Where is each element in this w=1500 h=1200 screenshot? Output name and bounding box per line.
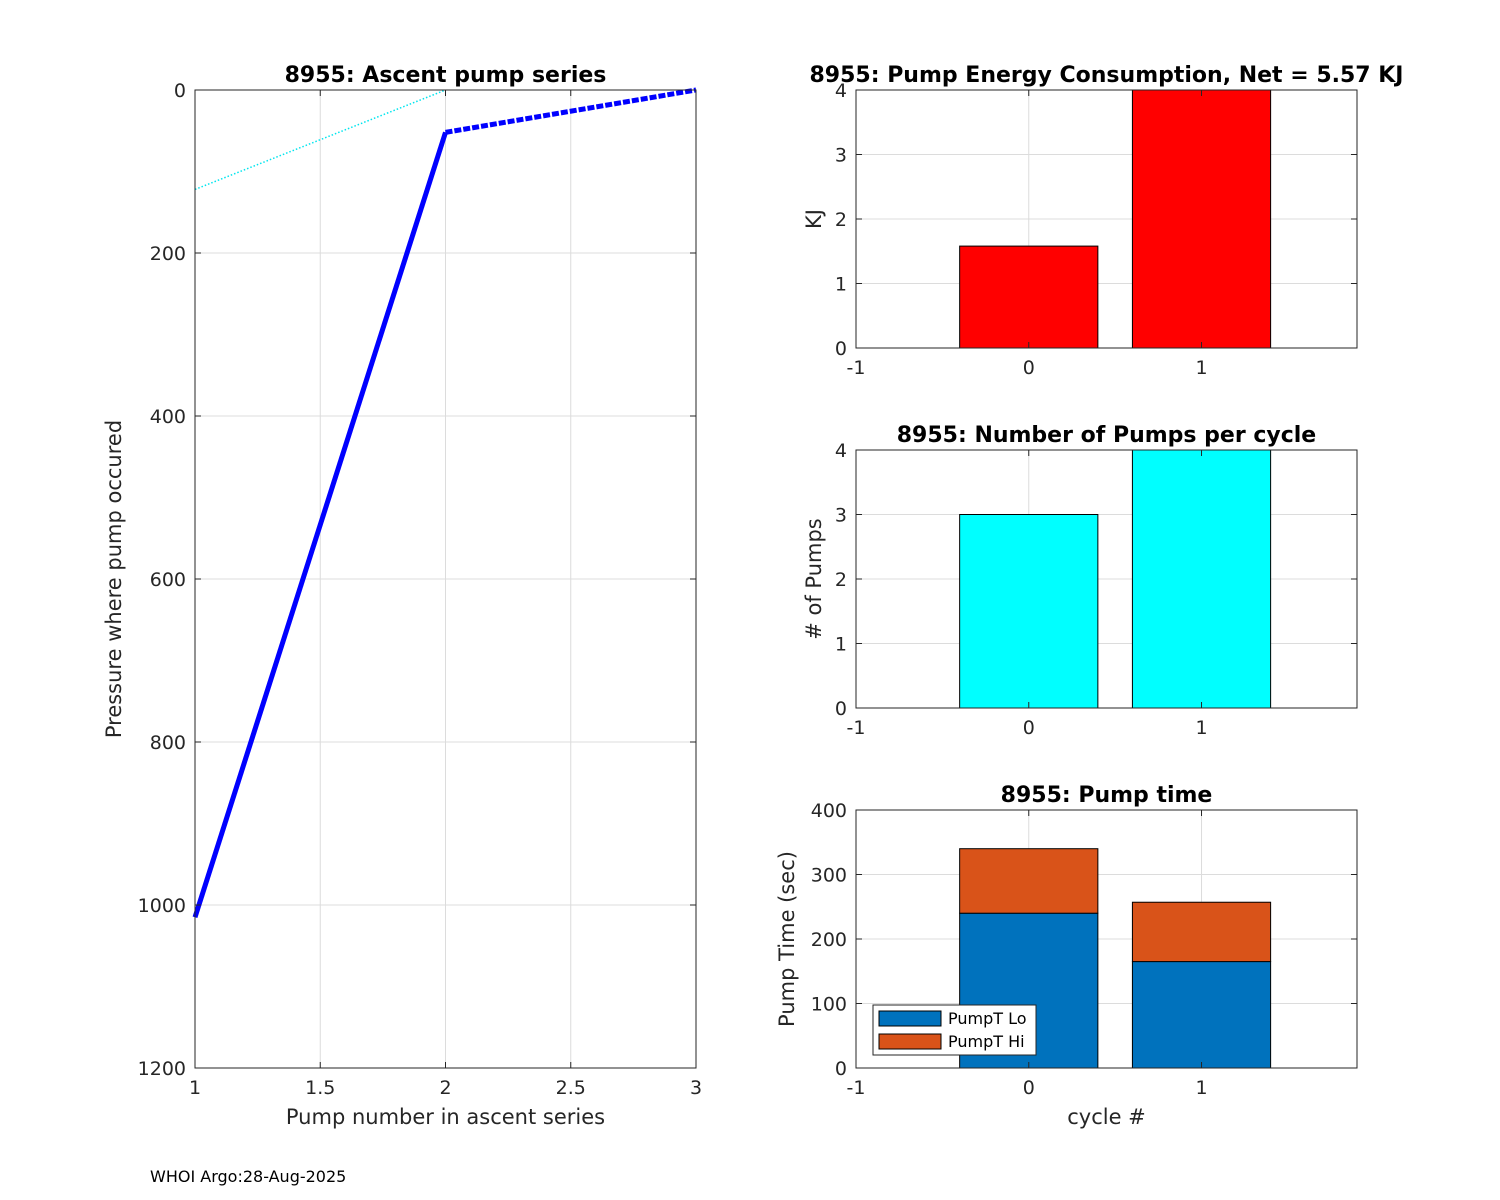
y-axis-label: Pressure where pump occured — [102, 420, 126, 738]
legend-label: PumpT Hi — [948, 1032, 1025, 1051]
bar-segment — [959, 848, 1099, 914]
footer-text: WHOI Argo:28-Aug-2025 — [150, 1167, 346, 1186]
y-tick-label: 1 — [835, 634, 847, 656]
bar-segment — [1131, 901, 1272, 963]
chart-title: 8955: Pump time — [1001, 783, 1213, 808]
y-tick-label: 0 — [835, 1058, 847, 1080]
x-tick-label: 3 — [690, 1077, 702, 1099]
ascent-pump-chart: 1 1.5 2 2.5 3 0 200 400 600 800 1000 1200 8955: Asce… — [102, 63, 702, 1129]
x-tick-label: 1 — [189, 1077, 201, 1099]
y-tick-label: 1000 — [138, 895, 186, 917]
legend-swatch — [878, 1010, 942, 1027]
x-tick-label: 0 — [1023, 1077, 1035, 1099]
y-tick-label: 2 — [835, 209, 847, 231]
x-tick-label: 0 — [1023, 357, 1035, 379]
x-tick-label: 1 — [1195, 357, 1207, 379]
y-tick-label: 200 — [150, 243, 186, 265]
legend: PumpT Lo PumpT Hi — [872, 1004, 1037, 1056]
x-tick-label: 1 — [1195, 717, 1207, 739]
bar-segment — [1131, 961, 1272, 1069]
y-tick-label: 3 — [835, 145, 847, 167]
x-tick-label: 2.5 — [556, 1077, 586, 1099]
y-axis-label: # of Pumps — [802, 518, 826, 640]
y-tick-label: 400 — [811, 800, 847, 822]
y-tick-label: 0 — [835, 698, 847, 720]
y-tick-label: 1 — [835, 274, 847, 296]
x-tick-label: 1.5 — [305, 1077, 335, 1099]
bar — [959, 245, 1099, 349]
legend-swatch — [878, 1033, 942, 1050]
x-tick-label: -1 — [847, 357, 866, 379]
bar — [1131, 449, 1272, 709]
y-axis-label: KJ — [802, 209, 826, 229]
y-tick-label: 400 — [150, 406, 186, 428]
bar — [959, 514, 1099, 709]
y-tick-label: 600 — [150, 569, 186, 591]
bar — [1131, 89, 1272, 349]
y-tick-label: 2 — [835, 569, 847, 591]
x-tick-label: 1 — [1195, 1077, 1207, 1099]
y-tick-label: 300 — [811, 865, 847, 887]
y-tick-label: 100 — [811, 994, 847, 1016]
x-tick-label: 2 — [439, 1077, 451, 1099]
y-tick-label: 200 — [811, 929, 847, 951]
x-axis-label: Pump number in ascent series — [286, 1105, 605, 1129]
series-line — [445, 87, 697, 135]
x-axis-label: cycle # — [1067, 1105, 1146, 1129]
y-tick-label: 0 — [174, 80, 186, 102]
y-tick-label: 3 — [835, 505, 847, 527]
y-tick-label: 4 — [835, 80, 847, 102]
y-tick-label: 4 — [835, 440, 847, 462]
y-axis-label: Pump Time (sec) — [775, 851, 799, 1027]
chart-title: 8955: Number of Pumps per cycle — [897, 423, 1316, 448]
chart-title: 8955: Pump Energy Consumption, Net = 5.5… — [810, 63, 1404, 88]
y-tick-label: 1200 — [138, 1058, 186, 1080]
x-tick-label: -1 — [847, 717, 866, 739]
series-line — [194, 89, 446, 191]
y-tick-label: 800 — [150, 732, 186, 754]
series-line — [192, 131, 448, 918]
y-tick-label: 0 — [835, 338, 847, 360]
x-tick-label: 0 — [1023, 717, 1035, 739]
legend-label: PumpT Lo — [948, 1009, 1027, 1028]
chart-title: 8955: Ascent pump series — [285, 63, 607, 88]
x-tick-label: -1 — [847, 1077, 866, 1099]
